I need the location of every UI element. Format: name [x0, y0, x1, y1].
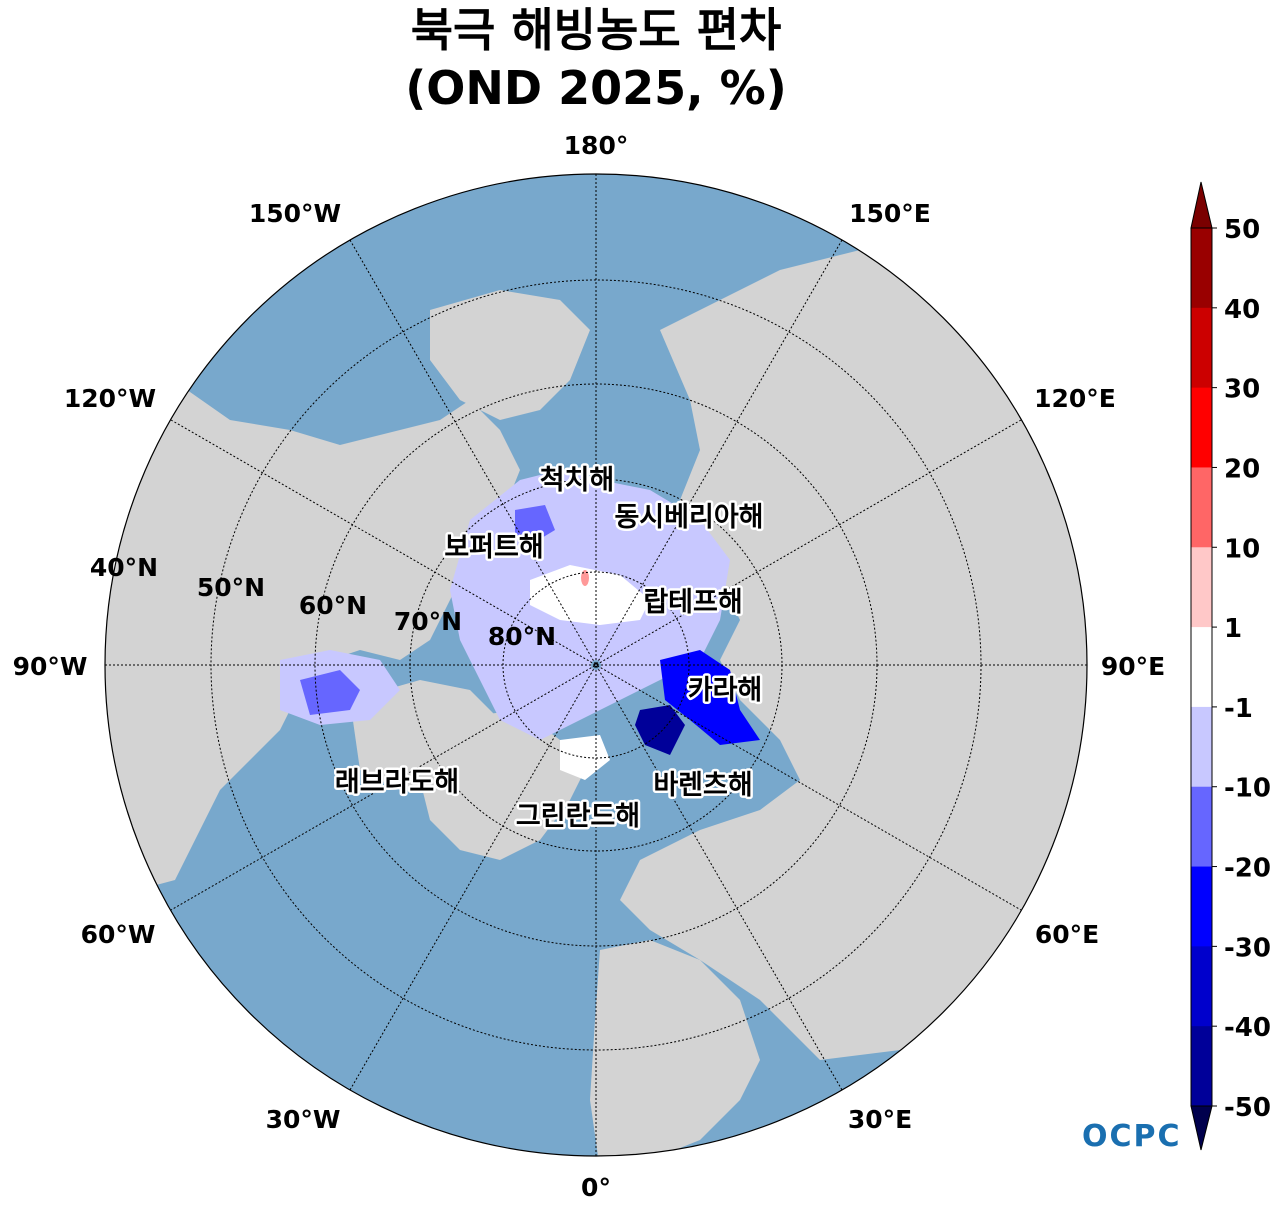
anomaly-medium — [300, 670, 360, 715]
lon-label-30w: 30°W — [266, 1105, 341, 1134]
colorbar-band — [1191, 387, 1212, 468]
graticule — [105, 174, 1087, 1156]
lon-label-90e: 90°E — [1101, 652, 1165, 681]
colorbar-tick-label: -30 — [1224, 933, 1271, 963]
colorbar-tick-label: -50 — [1224, 1093, 1271, 1123]
lon-label-120e: 120°E — [1034, 384, 1116, 413]
lon-label-90w: 90°W — [13, 652, 88, 681]
colorbar-extend-max — [1190, 181, 1213, 229]
lon-label-30e: 30°E — [848, 1105, 912, 1134]
lon-label-150e: 150°E — [849, 199, 931, 228]
land-north-america — [105, 385, 520, 900]
colorbar-band — [1191, 1026, 1212, 1107]
lon-label-180: 180° — [564, 131, 629, 160]
lat-label-50n: 50°N — [197, 573, 265, 602]
lat-label-60n: 60°N — [299, 591, 367, 620]
colorbar-band — [1191, 547, 1212, 628]
colorbar-tick-label: 20 — [1224, 454, 1260, 484]
anomaly-medium-2 — [515, 505, 555, 545]
anomaly-white — [530, 565, 650, 625]
anomaly-positive — [581, 570, 589, 586]
lon-label-60w: 60°W — [81, 920, 156, 949]
lon-label-0: 0° — [581, 1173, 611, 1202]
colorbar-band — [1191, 946, 1212, 1027]
sea-label-laptev: 랍테프해 — [643, 587, 742, 618]
colorbar-band — [1191, 706, 1212, 788]
colorbar-tick-label: 40 — [1224, 295, 1260, 325]
lat-label-40n: 40°N — [90, 553, 158, 582]
sea-label-kara: 카라해 — [688, 675, 763, 706]
colorbar-frame — [1190, 227, 1213, 1107]
sea-label-barents: 바렌츠해 — [653, 770, 752, 801]
colorbar-band — [1191, 228, 1212, 309]
colorbar-band — [1191, 786, 1212, 868]
pole-hole — [591, 660, 601, 670]
colorbar-tick-label: -10 — [1224, 774, 1271, 804]
map-subtitle: (OND 2025, %) — [405, 61, 787, 115]
colorbar-tick-label: -40 — [1224, 1013, 1271, 1043]
map-boundary — [104, 173, 1088, 1157]
lon-label-150w: 150°W — [249, 199, 341, 228]
anomaly-strongest — [635, 705, 685, 755]
colorbar-tick-label: 50 — [1224, 215, 1260, 245]
colorbar-tick-label: -20 — [1224, 854, 1271, 884]
colorbar-band — [1191, 307, 1212, 389]
sea-label-east-siberian: 동시베리아해 — [614, 502, 763, 533]
lat-label-70n: 70°N — [394, 607, 462, 636]
meridian-120e-60w — [170, 419, 1022, 911]
colorbar-band — [1191, 627, 1212, 708]
land-europe-west — [590, 940, 760, 1156]
colorbar-ticks: 50 40 30 20 10 1 -1 -10 -20 -30 -40 -50 — [1212, 215, 1271, 1123]
map-content — [105, 174, 1087, 1156]
colorbar-tick-label: 1 — [1224, 614, 1242, 644]
ocpc-logo: OCPC — [1082, 1119, 1182, 1154]
colorbar-band — [1191, 467, 1212, 548]
land-greenland — [420, 710, 590, 860]
colorbar-extend-min — [1190, 1105, 1213, 1151]
lat-label-80n: 80°N — [488, 622, 556, 651]
colorbar: 50 40 30 20 10 1 -1 -10 -20 -30 -40 -50 — [1190, 181, 1271, 1151]
colorbar-band — [1191, 866, 1212, 947]
sea-label-greenland: 그린란드해 — [516, 801, 640, 832]
land-eurasia — [620, 250, 1087, 1060]
lon-label-120w: 120°W — [64, 384, 156, 413]
colorbar-tick-label: -1 — [1224, 694, 1253, 724]
colorbar-tick-label: 10 — [1224, 534, 1260, 564]
sea-label-labrador: 래브라도해 — [335, 767, 459, 798]
colorbar-bands — [1191, 228, 1212, 1107]
map-title: 북극 해빙농도 편차 — [410, 3, 782, 57]
lon-label-60e: 60°E — [1035, 920, 1099, 949]
sea-label-beaufort: 보퍼트해 — [444, 532, 543, 563]
meridian-120w-60e — [170, 419, 1022, 911]
colorbar-tick-label: 30 — [1224, 375, 1260, 405]
anomaly-strong — [660, 650, 760, 745]
sea-label-chukchi: 척치해 — [540, 465, 615, 496]
